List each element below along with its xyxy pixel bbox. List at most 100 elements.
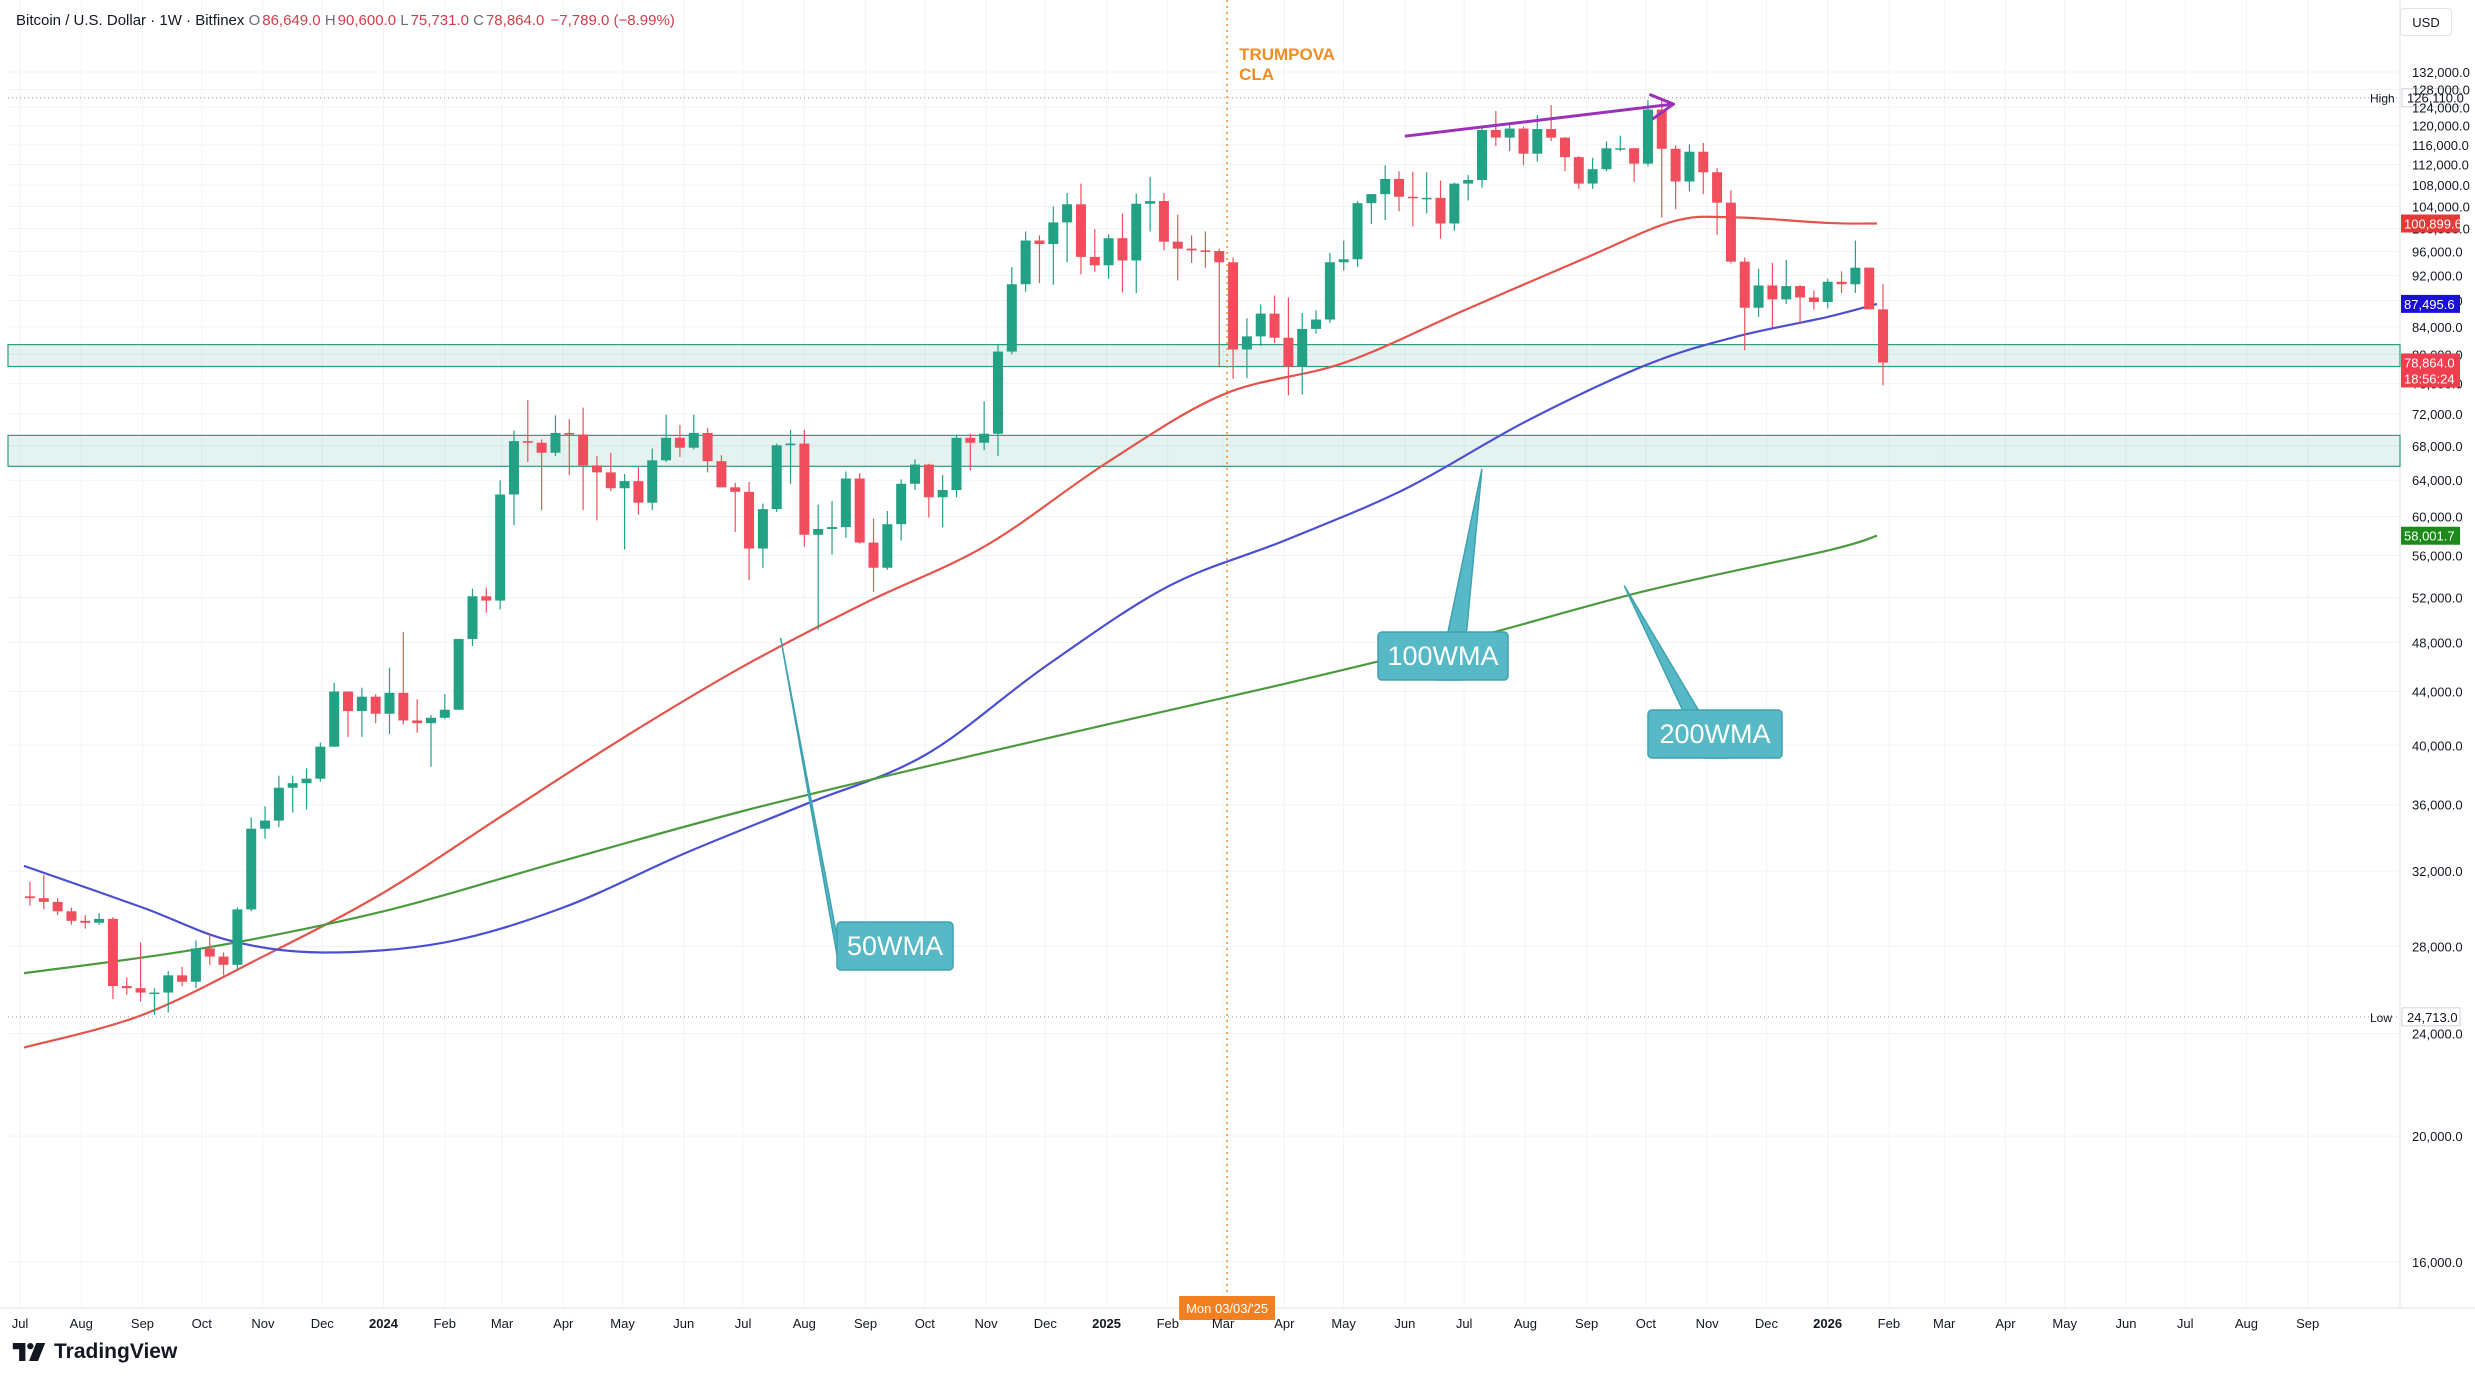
candle[interactable] <box>1864 267 1875 310</box>
candle[interactable] <box>619 474 630 550</box>
candle[interactable] <box>647 448 658 511</box>
candle[interactable] <box>1352 201 1363 268</box>
candle[interactable] <box>1062 193 1073 263</box>
candle[interactable] <box>1449 182 1460 231</box>
candle[interactable] <box>951 434 962 498</box>
candle[interactable] <box>827 500 838 555</box>
candle[interactable] <box>439 694 450 720</box>
price-axis[interactable]: 16,000.0 20,000.0 24,000.0 28,000.0 32,000.0… <box>2401 65 2470 1270</box>
ma-line-200wma[interactable] <box>23 534 1878 975</box>
candle[interactable] <box>1490 110 1501 146</box>
candle[interactable] <box>453 638 464 710</box>
candle[interactable] <box>1642 100 1653 167</box>
candle[interactable] <box>1394 171 1405 212</box>
candle[interactable] <box>1103 234 1114 279</box>
candle[interactable] <box>979 401 990 451</box>
candles[interactable] <box>24 97 1889 1015</box>
candle[interactable] <box>190 940 201 989</box>
candle[interactable] <box>1629 147 1640 183</box>
candle[interactable] <box>384 667 395 735</box>
candle[interactable] <box>578 407 589 511</box>
candle[interactable] <box>1739 257 1750 351</box>
candle[interactable] <box>910 459 921 491</box>
candle[interactable] <box>1435 180 1446 239</box>
candle[interactable] <box>1808 290 1819 310</box>
candle[interactable] <box>163 971 174 1013</box>
candle[interactable] <box>273 775 284 828</box>
candle[interactable] <box>757 503 768 568</box>
candle[interactable] <box>923 463 934 518</box>
candle[interactable] <box>1311 310 1322 334</box>
candle[interactable] <box>1781 259 1792 304</box>
candle[interactable] <box>1283 297 1294 396</box>
tradingview-logo[interactable]: TradingView <box>12 1340 177 1364</box>
candle[interactable] <box>177 966 188 987</box>
ma-line-50wma[interactable] <box>23 215 1878 1049</box>
support-zone[interactable] <box>7 344 2401 368</box>
candle[interactable] <box>508 430 519 526</box>
candle[interactable] <box>1532 115 1543 162</box>
candle[interactable] <box>1518 126 1529 166</box>
candle[interactable] <box>1573 156 1584 189</box>
candle[interactable] <box>1006 267 1017 355</box>
candle[interactable] <box>992 343 1003 457</box>
candle[interactable] <box>343 691 354 737</box>
candle[interactable] <box>799 429 810 547</box>
candle[interactable] <box>1380 165 1391 221</box>
candle[interactable] <box>1145 176 1156 232</box>
candle[interactable] <box>937 474 948 528</box>
candle[interactable] <box>370 694 381 724</box>
candle[interactable] <box>840 471 851 538</box>
candle[interactable] <box>149 988 160 1015</box>
candle[interactable] <box>1836 271 1847 294</box>
candle[interactable] <box>204 934 215 965</box>
candle[interactable] <box>1504 124 1515 152</box>
candle[interactable] <box>854 473 865 544</box>
candle[interactable] <box>1559 137 1570 172</box>
candle[interactable] <box>218 952 229 976</box>
candle[interactable] <box>536 439 547 511</box>
callout-50wma[interactable]: 50WMA <box>779 637 954 971</box>
candle[interactable] <box>1767 262 1778 328</box>
candle[interactable] <box>1421 172 1432 214</box>
candle[interactable] <box>1822 278 1833 309</box>
candle[interactable] <box>1297 312 1308 395</box>
candle[interactable] <box>398 631 409 725</box>
candle[interactable] <box>1228 257 1239 379</box>
candle[interactable] <box>356 687 367 737</box>
candle[interactable] <box>785 429 796 484</box>
candle[interactable] <box>495 480 506 610</box>
candle[interactable] <box>1795 284 1806 325</box>
candle[interactable] <box>1615 135 1626 152</box>
candle[interactable] <box>1172 214 1183 281</box>
candle[interactable] <box>315 742 326 782</box>
candle[interactable] <box>1684 144 1695 192</box>
candle[interactable] <box>121 977 132 995</box>
candle[interactable] <box>329 682 340 747</box>
candle[interactable] <box>425 715 436 767</box>
trend-arrow-line[interactable] <box>1404 102 1674 138</box>
candle[interactable] <box>1587 157 1598 189</box>
candle[interactable] <box>1089 229 1100 272</box>
candle[interactable] <box>1407 171 1418 227</box>
candle[interactable] <box>1158 193 1169 251</box>
candle[interactable] <box>1214 248 1225 368</box>
candle[interactable] <box>107 916 118 1000</box>
candle[interactable] <box>232 907 243 970</box>
candle[interactable] <box>80 915 91 929</box>
candle[interactable] <box>94 913 105 925</box>
candle[interactable] <box>1546 104 1557 141</box>
candle[interactable] <box>467 588 478 647</box>
candle[interactable] <box>674 424 685 457</box>
currency-button[interactable]: USD <box>2400 8 2452 36</box>
candle[interactable] <box>1186 235 1197 263</box>
candle[interactable] <box>730 482 741 532</box>
candle[interactable] <box>882 511 893 570</box>
candle[interactable] <box>965 433 976 471</box>
ma-line-100wma[interactable] <box>23 302 1878 954</box>
symbol-title[interactable]: Bitcoin / U.S. Dollar · 1W · Bitfinex <box>16 12 245 29</box>
candle[interactable] <box>1200 231 1211 268</box>
callout-100wma[interactable]: 100WMA <box>1377 468 1509 681</box>
candle[interactable] <box>1670 145 1681 210</box>
